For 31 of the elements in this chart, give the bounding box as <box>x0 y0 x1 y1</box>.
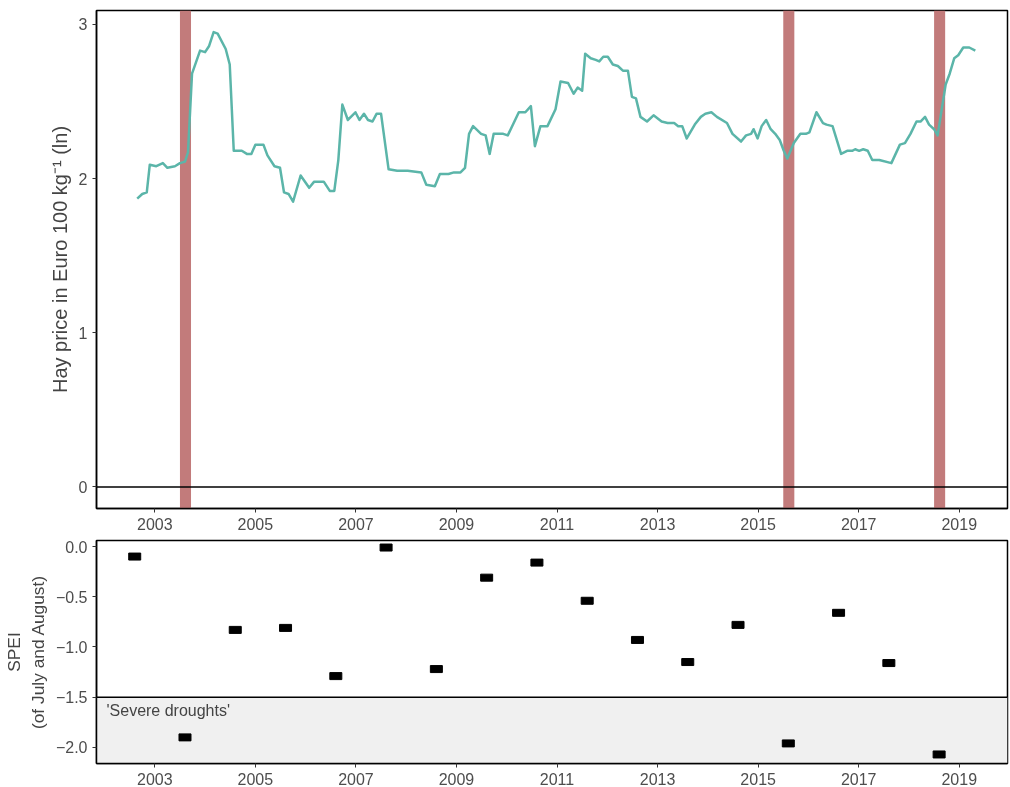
x-tick-label: 2007 <box>338 770 374 787</box>
x-tick-label: 2019 <box>941 770 978 787</box>
y-tick-label: −1.5 <box>55 689 88 707</box>
x-tick-label: 2005 <box>237 515 274 533</box>
x-tick-label: 2011 <box>539 515 575 533</box>
y-tick-label: 1 <box>78 324 88 342</box>
y-axis-title: SPEI (of July and August) <box>3 575 48 730</box>
x-tick-label: 2017 <box>840 515 877 533</box>
x-tick-label: 2017 <box>840 770 877 787</box>
y-axis-title: Hay price in Euro 100 kg⁻¹ (ln) <box>48 125 71 394</box>
y-tick-label: −1.0 <box>55 638 88 656</box>
y-tick-label: 3 <box>78 16 88 34</box>
x-tick-label: 2015 <box>740 515 777 533</box>
x-tick-label: 2015 <box>740 770 777 787</box>
x-tick-label: 2019 <box>941 515 978 533</box>
y-tick-label: 2 <box>78 170 88 188</box>
line-series <box>135 30 977 203</box>
x-tick-label: 2011 <box>539 770 575 787</box>
band-label: 'Severe droughts' <box>106 702 231 720</box>
x-tick-label: 2003 <box>137 515 173 533</box>
x-tick-label: 2013 <box>639 770 676 787</box>
y-tick-label: 0 <box>78 478 88 496</box>
x-tick-label: 2003 <box>137 770 173 787</box>
x-tick-label: 2013 <box>639 515 676 533</box>
y-tick-label: −2.0 <box>55 739 88 757</box>
y-tick-label: −0.5 <box>55 588 88 606</box>
x-tick-label: 2009 <box>438 515 475 533</box>
y-tick-label: 0.0 <box>65 538 88 556</box>
x-tick-label: 2007 <box>338 515 374 533</box>
x-tick-label: 2005 <box>237 770 274 787</box>
x-tick-label: 2009 <box>438 770 475 787</box>
